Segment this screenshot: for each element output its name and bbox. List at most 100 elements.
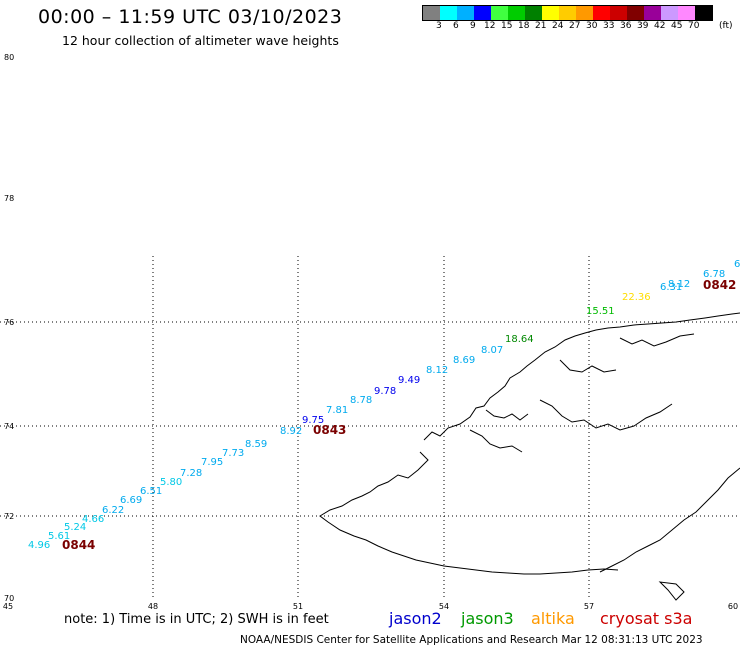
color-scale-label: 42	[654, 21, 666, 31]
color-scale-label: 24	[552, 21, 564, 31]
wave-height-reading: 22.36	[622, 292, 651, 303]
page-subtitle: 12 hour collection of altimeter wave hei…	[62, 33, 339, 48]
color-scale-label: 70	[688, 21, 700, 31]
longitude-label: 54	[439, 602, 449, 611]
color-swatch	[678, 6, 695, 20]
wave-height-reading: 6.22	[102, 505, 124, 516]
color-scale-label: 27	[569, 21, 581, 31]
longitude-label: 51	[293, 602, 303, 611]
longitude-label: 57	[584, 602, 594, 611]
color-scale-label: 30	[586, 21, 598, 31]
color-swatch	[559, 6, 576, 20]
latitude-labels: 80 78 76 74 72 70	[4, 53, 14, 603]
wave-height-reading: 9.75	[302, 415, 324, 426]
coastline-inlet-1	[485, 409, 529, 421]
coastline-inlet-4	[619, 333, 695, 347]
wave-height-reading: 4.66	[82, 514, 104, 525]
pass-time-label: 0843	[313, 423, 346, 437]
color-scale-label: 45	[671, 21, 683, 31]
satellite-name: altika	[531, 609, 575, 628]
color-swatch	[440, 6, 457, 20]
latitude-label: 80	[4, 53, 14, 62]
wave-height-reading: 9.49	[398, 375, 420, 386]
longitude-label: 60	[728, 602, 738, 611]
color-swatch	[423, 6, 440, 20]
color-swatch	[644, 6, 661, 20]
wave-height-reading: 9.78	[374, 386, 396, 397]
color-scale-label: 15	[501, 21, 513, 31]
wave-height-reading: 5.24	[64, 522, 86, 533]
wave-height-reading: 8.12	[426, 365, 448, 376]
color-swatch	[525, 6, 542, 20]
color-swatch	[627, 6, 644, 20]
color-scale-label: 36	[620, 21, 632, 31]
wave-height-reading: 7.81	[326, 405, 348, 416]
wave-height-reading: 15.51	[586, 306, 615, 317]
latitude-label: 70	[4, 594, 14, 603]
coastline-inlet-2	[469, 429, 523, 453]
satellite-name: jason2	[389, 609, 442, 628]
footer-note: note: 1) Time is in UTC; 2) SWH is in fe…	[64, 612, 329, 627]
longitude-label: 45	[3, 602, 13, 611]
color-swatch	[576, 6, 593, 20]
wave-height-reading: 8.12	[668, 279, 690, 290]
coastline-inlet-3	[559, 359, 617, 373]
satellite-name: jason3	[461, 609, 514, 628]
color-swatch	[474, 6, 491, 20]
wave-height-reading: 8.07	[481, 345, 503, 356]
wave-height-reading: 6	[734, 259, 740, 270]
color-scale-unit: (ft)	[719, 21, 733, 31]
wave-height-reading: 8.69	[453, 355, 475, 366]
color-swatch	[542, 6, 559, 20]
color-swatch	[508, 6, 525, 20]
color-scale-legend	[422, 5, 713, 21]
color-swatch	[593, 6, 610, 20]
color-swatch	[661, 6, 678, 20]
latitude-label: 72	[4, 512, 14, 521]
coastline-fjord	[539, 399, 673, 431]
color-swatch	[610, 6, 627, 20]
pass-time-label: 0844	[62, 538, 95, 552]
pass-time-label: 0842	[703, 278, 736, 292]
wave-height-reading: 8.78	[350, 395, 372, 406]
wave-height-reading: 6.31	[660, 282, 682, 293]
wave-height-reading: 8.59	[245, 439, 267, 450]
coastline-island	[658, 581, 685, 601]
coastline-south	[319, 451, 619, 575]
wave-height-reading: 6.69	[120, 495, 142, 506]
latitude-label: 74	[4, 422, 14, 431]
color-scale-label: 9	[470, 21, 476, 31]
coastline-mainland	[423, 312, 740, 441]
wave-height-readings: 4.965.615.244.666.226.696.515.807.287.95…	[28, 259, 740, 551]
satellite-name: cryosat s3a	[600, 609, 693, 628]
color-scale-label: 21	[535, 21, 547, 31]
color-swatch	[695, 6, 712, 20]
color-scale-label: 39	[637, 21, 649, 31]
latitude-label: 78	[4, 194, 14, 203]
color-scale-label: 12	[484, 21, 496, 31]
wave-height-reading: 18.64	[505, 334, 534, 345]
color-swatch	[491, 6, 508, 20]
longitude-label: 48	[148, 602, 158, 611]
latitude-label: 76	[4, 318, 14, 327]
wave-height-reading: 7.73	[222, 448, 244, 459]
wave-height-reading: 7.95	[201, 457, 223, 468]
page-title: 00:00 – 11:59 UTC 03/10/2023	[38, 6, 343, 28]
wave-height-reading: 5.80	[160, 477, 182, 488]
coastline	[319, 312, 740, 601]
color-scale-label: 3	[436, 21, 442, 31]
pass-time-labels: 0844 0843 0842	[62, 278, 736, 552]
wave-height-reading: 4.96	[28, 540, 50, 551]
color-swatch	[457, 6, 474, 20]
color-scale-label: 18	[518, 21, 530, 31]
coastline-east	[599, 467, 740, 573]
graticule-gridlines	[0, 256, 740, 598]
wave-height-reading: 5.61	[48, 531, 70, 542]
longitude-labels: 45 48 51 54 57 60	[3, 602, 738, 611]
footer-credit: NOAA/NESDIS Center for Satellite Applica…	[240, 634, 703, 646]
color-scale-labels: 3 6 9 12 15 18 21 24 27 30 33 36 39 42 45 70	[422, 21, 740, 33]
wave-height-reading: 7.28	[180, 468, 202, 479]
wave-height-reading: 8.92	[280, 426, 302, 437]
color-scale-label: 6	[453, 21, 459, 31]
